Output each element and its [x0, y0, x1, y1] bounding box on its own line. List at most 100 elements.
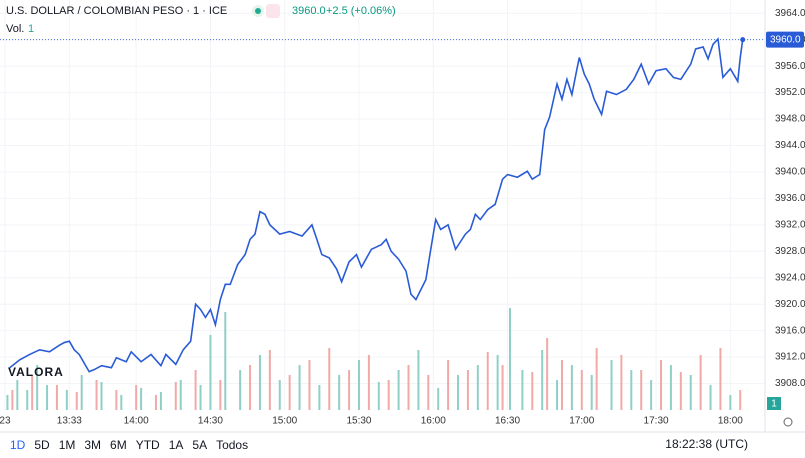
- volume-bar: [55, 385, 58, 410]
- volume-bar: [496, 355, 499, 410]
- volume-bar: [135, 385, 138, 410]
- x-tick-label: 15:30: [346, 416, 371, 427]
- volume-bar: [120, 395, 123, 410]
- volume-bar: [630, 370, 633, 410]
- volume-badge: 1: [771, 399, 777, 410]
- volume-bar: [95, 380, 98, 410]
- volume-bar: [679, 372, 682, 410]
- range-button[interactable]: 6M: [110, 438, 127, 452]
- volume-bar: [46, 385, 49, 410]
- y-tick-label: 3920.0: [775, 299, 805, 310]
- range-button[interactable]: 5A: [192, 438, 207, 452]
- volume-bar: [318, 385, 321, 410]
- volume-bar: [437, 388, 440, 410]
- volume-bar: [387, 380, 390, 410]
- volume-bar: [427, 375, 430, 410]
- logo: VALORA: [8, 365, 64, 379]
- range-button[interactable]: 1M: [59, 438, 76, 452]
- y-tick-label: 3940.0: [775, 167, 805, 178]
- volume-bar: [11, 390, 14, 410]
- range-button[interactable]: 5D: [34, 438, 50, 452]
- range-button[interactable]: 1A: [169, 438, 184, 452]
- settings-icon[interactable]: [783, 417, 793, 427]
- volume-bar: [328, 348, 331, 410]
- y-tick-label: 3908.0: [775, 378, 805, 389]
- volume-bar: [36, 365, 39, 410]
- volume-bar: [397, 370, 400, 410]
- volume-bar: [31, 375, 34, 410]
- x-tick-label: 16:30: [495, 416, 520, 427]
- y-tick-label: 3924.0: [775, 272, 805, 283]
- y-tick-label: 3928.0: [775, 246, 805, 257]
- volume-bar: [570, 365, 573, 410]
- price-line-series: [9, 37, 744, 373]
- status-icon: [266, 4, 280, 18]
- volume-bar: [610, 360, 613, 410]
- volume-bar: [650, 380, 653, 410]
- price-label: 3960.0: [770, 34, 801, 45]
- volume-bar: [16, 380, 19, 410]
- volume-bar: [546, 338, 549, 410]
- volume-bar: [308, 360, 311, 410]
- volume-bar: [560, 360, 563, 410]
- volume-bar: [595, 348, 598, 410]
- volume-bar: [278, 380, 281, 410]
- y-tick-label: 3936.0: [775, 193, 805, 204]
- volume-bar: [100, 382, 103, 410]
- volume-bar: [194, 370, 197, 410]
- range-button[interactable]: 1D: [10, 438, 26, 452]
- x-tick-label: 23: [0, 416, 11, 427]
- plot: [0, 0, 765, 410]
- volume-bar: [457, 375, 460, 410]
- volume-bar: [669, 365, 672, 410]
- x-tick-label: 18:00: [718, 416, 743, 427]
- clock: 18:22:38 (UTC): [665, 437, 748, 451]
- volume-bar: [689, 375, 692, 410]
- volume-bar: [140, 388, 143, 410]
- volume-bar: [6, 395, 9, 410]
- volume-bar: [179, 380, 182, 410]
- volume-bar: [26, 390, 29, 410]
- status-dot: [255, 8, 261, 14]
- volume-bar: [739, 390, 742, 410]
- last-point: [740, 37, 746, 43]
- x-tick-label: 14:30: [198, 416, 223, 427]
- y-tick-label: 3932.0: [775, 219, 805, 230]
- volume-bar: [486, 352, 489, 410]
- volume-bar: [466, 370, 469, 410]
- volume-bar: [699, 355, 702, 410]
- volume-bar: [476, 365, 479, 410]
- volume-bar: [159, 392, 162, 410]
- volume-bar: [288, 375, 291, 410]
- volume-bar: [115, 390, 118, 410]
- y-tick-label: 3912.0: [775, 352, 805, 363]
- volume-bar: [509, 308, 511, 410]
- volume-bar: [521, 370, 524, 410]
- volume-bar: [348, 370, 351, 410]
- x-tick-label: 16:00: [421, 416, 446, 427]
- volume-bar: [719, 348, 722, 410]
- volume-bar: [219, 380, 222, 410]
- volume-bar: [338, 375, 341, 410]
- x-tick-label: 15:00: [272, 416, 297, 427]
- volume-bar: [541, 350, 544, 410]
- volume-bar: [357, 360, 360, 410]
- range-button[interactable]: 3M: [84, 438, 101, 452]
- volume-bar: [199, 385, 202, 410]
- volume-bar: [65, 390, 68, 410]
- volume-bar: [367, 355, 370, 410]
- x-tick-label: 17:00: [569, 416, 594, 427]
- y-tick-label: 3944.0: [775, 140, 805, 151]
- volume-bar: [174, 382, 177, 410]
- volume-bar: [590, 375, 593, 410]
- x-tick-label: 14:00: [124, 416, 149, 427]
- volume-bar: [660, 360, 663, 410]
- volume-bar: [640, 370, 643, 410]
- volume-bar: [531, 372, 534, 410]
- range-button[interactable]: YTD: [136, 438, 160, 452]
- change: +2.5 (+0.06%): [326, 5, 396, 17]
- range-button[interactable]: Todos: [216, 438, 248, 452]
- y-tick-label: 3952.0: [775, 87, 805, 98]
- volume-bar: [239, 370, 242, 410]
